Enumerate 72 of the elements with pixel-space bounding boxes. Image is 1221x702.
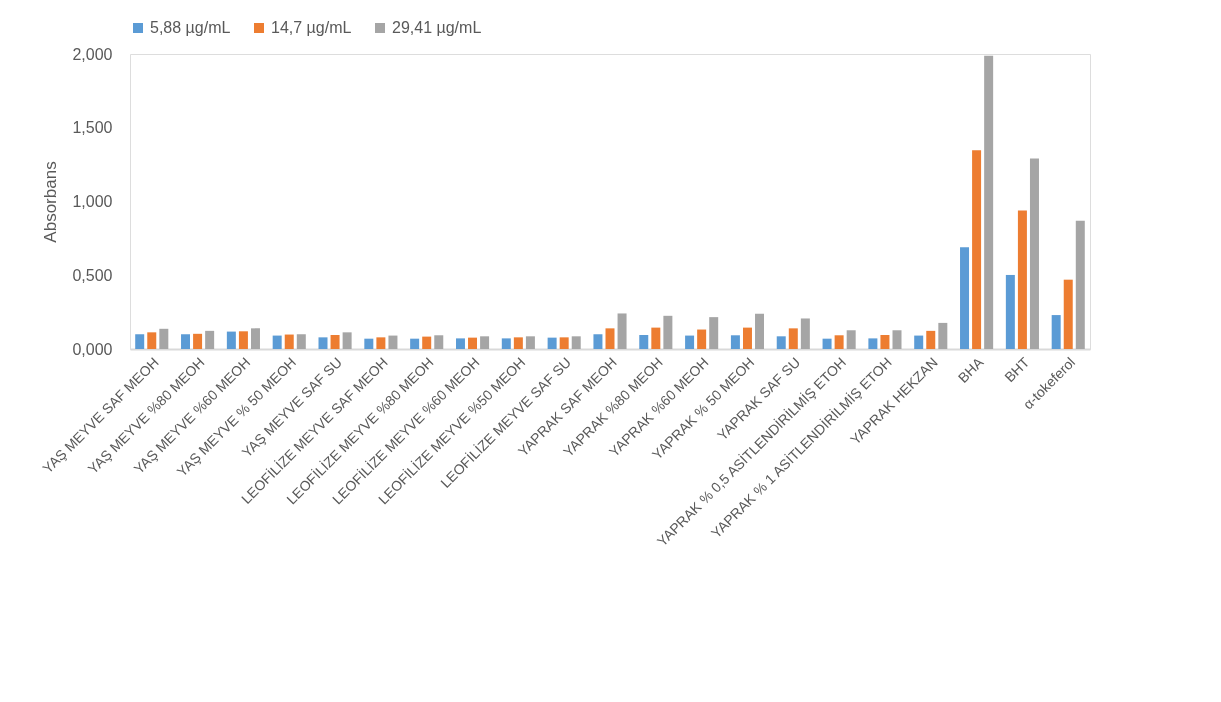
bar <box>238 331 248 349</box>
bar <box>834 335 844 349</box>
bar <box>892 330 902 349</box>
bar <box>388 335 398 349</box>
bar <box>663 315 673 349</box>
y-axis-title: Absorbans <box>41 161 61 243</box>
bar <box>1029 158 1039 349</box>
bar <box>651 327 661 349</box>
bar <box>685 335 695 349</box>
legend-label: 29,41 µg/mL <box>392 19 482 36</box>
legend-label: 5,88 µg/mL <box>150 19 231 36</box>
bar <box>755 313 765 349</box>
bar <box>800 318 810 349</box>
bar <box>1051 315 1061 349</box>
bar <box>376 337 386 349</box>
bar <box>193 333 203 349</box>
legend-label: 14,7 µg/mL <box>271 19 352 36</box>
bar <box>571 336 581 349</box>
bar <box>410 338 420 349</box>
bar <box>960 247 970 349</box>
bar <box>593 334 603 349</box>
bar <box>455 338 465 349</box>
bar <box>226 331 236 349</box>
bar <box>984 55 994 349</box>
bar <box>296 334 306 349</box>
bar <box>342 332 352 349</box>
bar <box>926 330 936 349</box>
bar <box>605 328 615 349</box>
bar <box>330 334 340 349</box>
y-tick-label: 0,000 <box>72 340 113 358</box>
bar <box>422 336 432 349</box>
bar <box>1017 210 1027 349</box>
bar <box>434 335 444 349</box>
bar <box>822 338 832 349</box>
bar <box>181 334 191 349</box>
bar <box>914 335 924 349</box>
bar <box>709 317 719 349</box>
bar <box>868 338 878 349</box>
y-tick-label: 0,500 <box>72 266 113 284</box>
bar <box>1005 274 1015 349</box>
bar <box>617 313 627 349</box>
bar <box>147 332 157 349</box>
bar <box>513 337 523 349</box>
bar <box>272 335 282 349</box>
bar <box>730 335 740 349</box>
bar <box>205 330 215 349</box>
bar <box>742 327 752 349</box>
bar <box>788 328 798 349</box>
bar <box>1063 279 1073 349</box>
bar <box>776 336 786 349</box>
bar <box>159 328 169 349</box>
bar <box>1075 220 1085 349</box>
bar <box>880 334 890 349</box>
bar <box>639 334 649 349</box>
bar <box>364 338 374 349</box>
bar <box>547 337 557 349</box>
bar <box>250 328 260 349</box>
bar <box>938 322 948 349</box>
bar <box>697 329 707 349</box>
y-tick-label: 1,000 <box>72 193 113 210</box>
bar <box>525 336 535 349</box>
bar <box>501 338 511 349</box>
bar <box>559 337 569 349</box>
bar <box>972 150 982 349</box>
bar <box>284 334 294 349</box>
bar <box>318 337 328 349</box>
bar <box>135 334 145 349</box>
y-tick-label: 2,000 <box>72 45 113 63</box>
bar <box>468 337 478 349</box>
bar <box>846 330 856 349</box>
bar <box>480 336 490 349</box>
y-tick-label: 1,500 <box>72 119 113 137</box>
